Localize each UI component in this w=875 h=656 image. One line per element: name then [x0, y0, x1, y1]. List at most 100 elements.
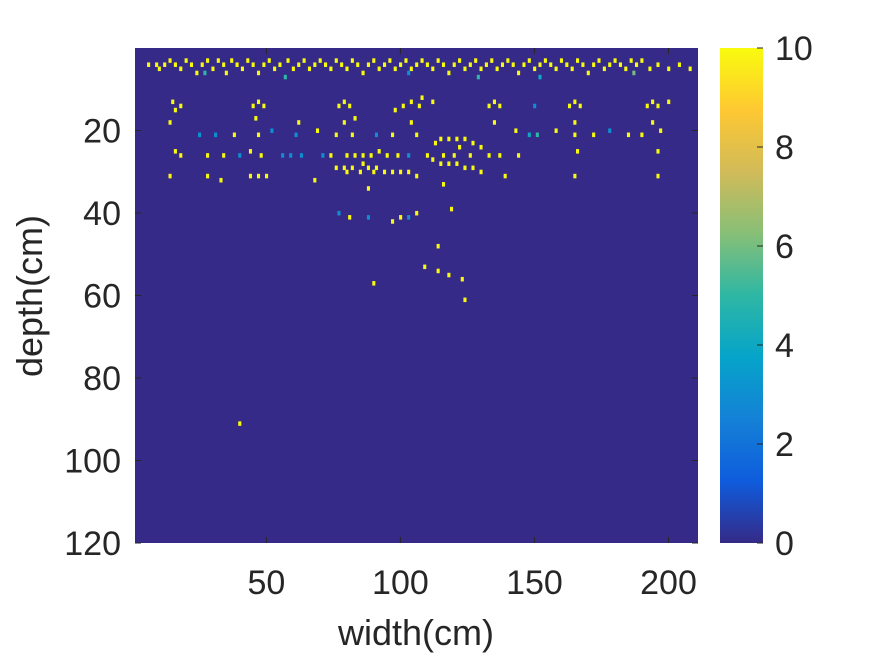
heatmap-cell	[618, 62, 622, 67]
y-tick-label: 80	[83, 360, 121, 398]
heatmap-cell	[361, 161, 365, 166]
heatmap-cell	[251, 62, 255, 67]
heatmap-cell	[179, 103, 183, 109]
heatmap-cell	[645, 103, 649, 109]
heatmap-cell	[374, 132, 379, 138]
heatmap-background	[135, 48, 698, 543]
heatmap-cell	[533, 103, 537, 109]
y-tick-label: 120	[64, 525, 121, 563]
colorbar-tick-label: 6	[775, 228, 794, 266]
x-axis-label: width(cm)	[337, 612, 494, 653]
heatmap-cell	[559, 58, 564, 63]
heatmap-cell	[256, 99, 261, 105]
heatmap-cell	[554, 66, 558, 72]
heatmap-cell	[350, 132, 354, 138]
heatmap-cell	[168, 120, 172, 125]
heatmap-cell	[299, 153, 303, 158]
colorbar-tick-label: 2	[775, 426, 794, 464]
heatmap-cell	[420, 95, 424, 100]
heatmap-cell	[452, 153, 456, 158]
heatmap-cell	[602, 66, 606, 72]
heatmap-cell	[388, 58, 392, 63]
heatmap-cell	[211, 66, 215, 72]
heatmap-cell	[321, 153, 325, 158]
heatmap-cell	[372, 281, 376, 286]
heatmap-cell	[366, 186, 370, 191]
heatmap-cell	[206, 173, 210, 179]
heatmap-cell	[248, 149, 253, 154]
heatmap-cell	[517, 153, 521, 158]
heatmap-cell	[382, 62, 387, 67]
heatmap-cell	[262, 103, 266, 109]
heatmap-cell	[415, 173, 419, 179]
heatmap-cell	[506, 58, 510, 63]
heatmap-cell	[608, 128, 612, 133]
heatmap-cell	[570, 66, 574, 72]
heatmap-cell	[498, 103, 502, 109]
colorbar-tick-label: 0	[775, 525, 794, 563]
heatmap-cell	[554, 128, 558, 133]
heatmap-cell	[230, 58, 234, 63]
heatmap-cell	[256, 173, 261, 179]
heatmap-cell	[337, 103, 341, 109]
plot-area	[135, 48, 698, 543]
heatmap-cell	[573, 120, 577, 125]
heatmap-cell	[334, 132, 338, 138]
heatmap-cell	[179, 66, 183, 72]
heatmap-cell	[592, 132, 596, 138]
heatmap-cell	[425, 62, 429, 67]
heatmap-cell	[340, 62, 344, 67]
heatmap-cell	[356, 62, 360, 67]
heatmap-cell	[581, 62, 585, 67]
heatmap-cell	[259, 153, 263, 158]
heatmap-cell	[492, 99, 496, 105]
heatmap-cell	[487, 103, 491, 109]
heatmap-cell	[407, 215, 411, 220]
heatmap-cell	[350, 58, 354, 63]
heatmap-cell	[436, 268, 440, 274]
heatmap-cell	[348, 103, 352, 109]
heatmap-cell	[307, 66, 311, 72]
heatmap-cell	[361, 153, 365, 158]
heatmap-cell	[278, 62, 282, 67]
colorbar: 0 2 4 6 8 10	[720, 30, 813, 563]
heatmap-cell	[171, 99, 175, 105]
heatmap-cell	[629, 58, 633, 63]
heatmap-cell	[460, 276, 464, 282]
heatmap-cell	[656, 173, 660, 179]
heatmap-cell	[447, 136, 451, 142]
heatmap-cell	[219, 177, 223, 183]
heatmap-cell	[399, 169, 403, 175]
heatmap-cell	[463, 66, 467, 72]
heatmap-cell	[468, 153, 472, 158]
heatmap-cell	[222, 62, 226, 67]
heatmap-cell	[377, 66, 381, 72]
heatmap-cell	[667, 99, 671, 105]
heatmap-cell	[393, 66, 397, 72]
heatmap-cell	[198, 132, 202, 138]
heatmap-cell	[345, 169, 349, 175]
heatmap-cell	[626, 132, 631, 138]
heatmap-cell	[635, 62, 639, 67]
heatmap-cell	[206, 153, 210, 158]
heatmap-cell	[391, 169, 395, 175]
heatmap-cell	[436, 58, 440, 63]
heatmap-cell	[415, 210, 419, 216]
x-axis-ticks: 50 100 150 200	[247, 48, 697, 602]
heatmap-cell	[431, 99, 435, 105]
heatmap-cell	[447, 70, 451, 76]
heatmap-cell	[688, 66, 692, 72]
heatmap-cell	[283, 74, 287, 80]
heatmap-cell	[337, 210, 341, 216]
heatmap-cell	[334, 165, 338, 171]
heatmap-cell	[184, 58, 188, 63]
heatmap-cell	[640, 132, 644, 138]
heatmap-cell	[458, 58, 462, 63]
heatmap-cell	[533, 66, 537, 72]
heatmap-cell	[240, 66, 244, 72]
colorbar-scale	[720, 48, 763, 543]
heatmap-cell	[503, 173, 507, 179]
heatmap-cell	[500, 62, 505, 67]
x-tick-label: 150	[506, 564, 563, 602]
